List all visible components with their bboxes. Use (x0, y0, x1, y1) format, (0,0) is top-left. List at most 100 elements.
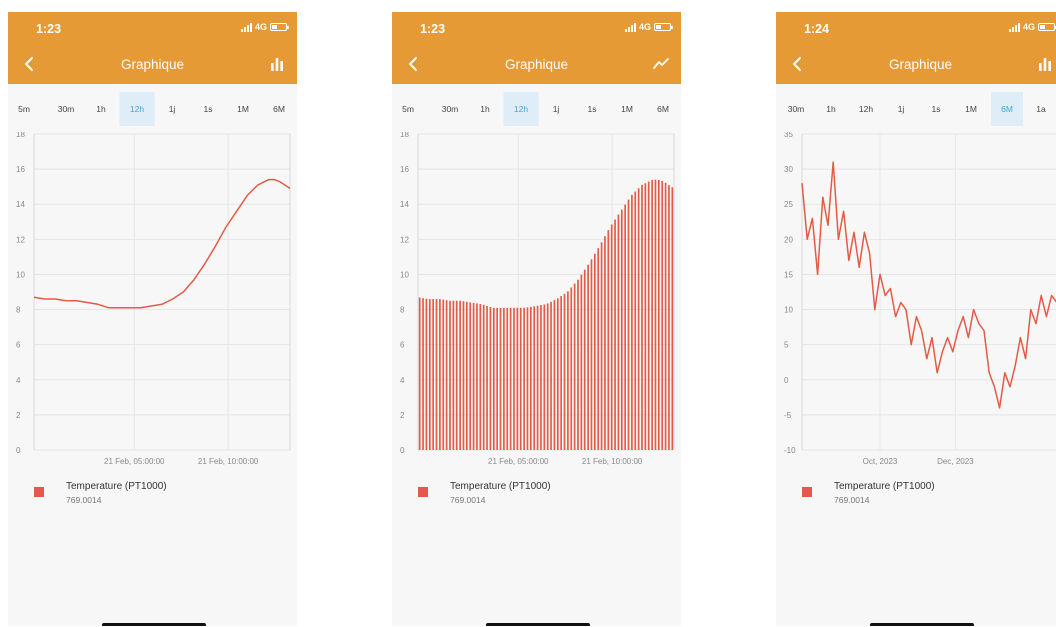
tab-5m[interactable]: 5m (402, 104, 414, 114)
bar (668, 185, 670, 451)
tab-1s[interactable]: 1s (203, 104, 213, 114)
bar (506, 307, 509, 450)
bar (499, 307, 502, 450)
temperature-chart: -10 -5 0 5 10 15 20 25 30 35 Oct, 2023 Dec, 2023 (784, 132, 1056, 466)
y-tick-label: 2 (16, 411, 21, 420)
tab-1s[interactable]: 1s (931, 104, 941, 114)
bar (435, 299, 438, 450)
status-indicators: 4G (240, 22, 289, 32)
bar (455, 300, 458, 450)
y-tick-label: -5 (784, 411, 792, 420)
tab-6M[interactable]: 6M (657, 104, 669, 114)
y-tick-label: 35 (784, 132, 793, 139)
tab-1h[interactable]: 1h (480, 104, 490, 114)
bar (641, 184, 643, 450)
tab-1M[interactable]: 1M (237, 104, 249, 114)
tab-1j[interactable]: 1j (897, 104, 905, 114)
bar (442, 299, 445, 450)
app-header: 1:23 4G Graphique (392, 12, 681, 84)
tab-30m[interactable]: 30m (787, 104, 805, 114)
bar (651, 179, 653, 450)
bar (597, 248, 600, 450)
legend-swatch (418, 487, 428, 497)
tab-30m[interactable]: 30m (441, 104, 459, 114)
y-tick-label: -10 (784, 446, 796, 455)
time-range-tabs: 30m 1h 12h 1j 1s 1M 6M 1a (776, 92, 1056, 128)
tab-1h[interactable]: 1h (826, 104, 836, 114)
chevron-left-icon[interactable] (788, 54, 808, 74)
bar (627, 199, 630, 450)
bar-chart-icon[interactable] (1035, 54, 1055, 74)
bar (452, 300, 455, 450)
y-tick-label: 10 (400, 270, 409, 279)
tab-1a[interactable]: 1a (1036, 104, 1046, 114)
bar (647, 181, 650, 451)
tab-1M[interactable]: 1M (965, 104, 977, 114)
home-indicator[interactable] (486, 623, 590, 626)
bar (523, 307, 525, 450)
y-tick-label: 14 (16, 200, 25, 209)
bar (496, 307, 498, 450)
bar (492, 307, 495, 450)
bar (543, 304, 546, 450)
bar (459, 300, 461, 450)
bar (614, 219, 616, 450)
bar (664, 182, 667, 450)
y-tick-label: 30 (784, 165, 793, 174)
signal-icon (624, 22, 636, 32)
signal-icon (240, 22, 252, 32)
network-label: 4G (254, 22, 267, 32)
bar (462, 301, 465, 450)
app-header: 1:23 4G Graphique (8, 12, 297, 84)
chevron-left-icon[interactable] (404, 54, 424, 74)
bar (573, 283, 576, 450)
bar (583, 269, 586, 450)
app-header: 1:24 4G Graphique (776, 12, 1056, 84)
home-indicator[interactable] (102, 623, 206, 626)
bar (553, 300, 556, 450)
battery-icon (654, 23, 673, 31)
tab-1j[interactable]: 1j (168, 104, 176, 114)
y-tick-label: 12 (400, 235, 409, 244)
bar (617, 214, 620, 450)
y-tick-label: 18 (400, 132, 409, 139)
y-tick-label: 0 (16, 446, 21, 455)
bar (644, 183, 647, 450)
tab-6M[interactable]: 6M (991, 92, 1023, 126)
bar (671, 187, 674, 450)
bar (607, 230, 610, 450)
bar (479, 304, 482, 450)
bar-chart-icon[interactable] (267, 54, 287, 74)
battery-icon (1038, 23, 1056, 31)
bar (563, 293, 566, 450)
y-tick-label: 0 (784, 376, 789, 385)
tab-12h[interactable]: 12h (119, 92, 155, 126)
tab-12h[interactable]: 12h (503, 92, 539, 126)
home-indicator[interactable] (870, 623, 974, 626)
bar (600, 242, 603, 450)
bar (526, 307, 529, 450)
tab-1j[interactable]: 1j (552, 104, 560, 114)
page-title: Graphique (120, 57, 185, 72)
bar (580, 274, 583, 450)
status-indicators: 4G (1008, 22, 1056, 32)
tab-30m[interactable]: 30m (57, 104, 75, 114)
tab-12h[interactable]: 12h (858, 104, 874, 114)
network-label: 4G (638, 22, 651, 32)
tab-6M[interactable]: 6M (273, 104, 285, 114)
tab-1h[interactable]: 1h (96, 104, 106, 114)
tab-1s[interactable]: 1s (587, 104, 597, 114)
page-title: Graphique (504, 57, 569, 72)
bar (546, 303, 549, 450)
tab-5m[interactable]: 5m (18, 104, 30, 114)
bar (482, 304, 485, 450)
line-chart-icon[interactable] (651, 54, 671, 74)
chevron-left-icon[interactable] (20, 54, 40, 74)
tab-1M[interactable]: 1M (621, 104, 633, 114)
legend-series-name: Temperature (PT1000) (66, 481, 167, 492)
x-tick-label: 21 Feb, 05:00:00 (488, 457, 549, 466)
page-title: Graphique (888, 57, 953, 72)
x-tick-label: 21 Feb, 10:00:00 (582, 457, 643, 466)
phone-screen-1: 1:23 4G Graphique 5m 30m 1h 12h 1j 1s 1M… (8, 12, 297, 626)
y-tick-label: 4 (400, 376, 405, 385)
